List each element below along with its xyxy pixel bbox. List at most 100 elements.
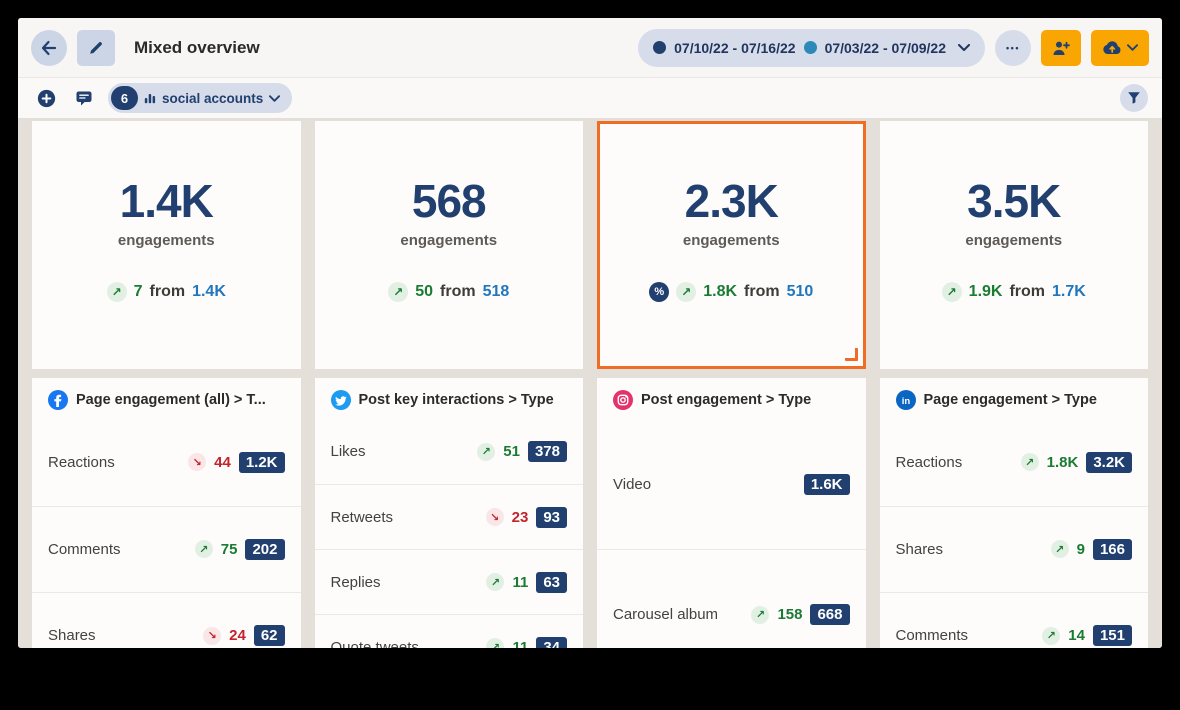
metric-value: 568 <box>411 175 487 227</box>
back-button[interactable] <box>31 29 67 66</box>
row-delta: 11 <box>512 638 529 649</box>
row-label: Retweets <box>330 508 394 526</box>
metric-row: Comments ↗ 75 202 <box>32 505 301 593</box>
comparison-range-dot-icon <box>803 41 817 54</box>
from-label: from <box>1009 283 1046 300</box>
pencil-icon <box>88 40 104 56</box>
value-badge: 63 <box>536 571 567 593</box>
chevron-down-icon <box>269 94 281 102</box>
row-label: Shares <box>48 627 96 645</box>
metric-row: Carousel album ↗ 158 668 <box>597 549 866 648</box>
metric-row: Shares ↗ 9 166 <box>879 505 1148 593</box>
metric-value: 2.3K <box>684 175 779 227</box>
row-delta: 14 <box>1068 627 1085 645</box>
delta-value: 7 <box>133 283 143 300</box>
metric-row: Video 1.6K <box>597 419 866 549</box>
trend-up-icon: ↗ <box>388 282 409 302</box>
resize-handle[interactable] <box>844 348 858 361</box>
share-report-button[interactable] <box>1041 29 1081 66</box>
value-badge: 93 <box>536 506 567 528</box>
row-values: ↗ 1.8K 3.2K <box>1020 451 1132 473</box>
metric-summary-card[interactable]: 3.5K engagements % ↗ 1.9K from 1.7K <box>879 121 1148 369</box>
breakdown-card[interactable]: Post engagement > Type Video 1.6K Carous… <box>597 378 866 648</box>
breakdown-rows: Likes ↗ 51 378 Retweets ↘ 23 93 Replies … <box>314 419 583 649</box>
metric-row: Comments ↗ 14 151 <box>879 592 1148 648</box>
breakdown-card[interactable]: Post key interactions > Type Likes ↗ 51 … <box>314 378 583 649</box>
delta-value: 1.9K <box>968 283 1003 300</box>
trend-up-icon: ↗ <box>486 573 505 591</box>
metric-summary-card[interactable]: 568 engagements % ↗ 50 from 518 <box>314 121 583 369</box>
previous-value-link[interactable]: 1.4K <box>192 283 226 300</box>
breakdown-card[interactable]: in Page engagement > Type Reactions ↗ 1.… <box>879 378 1149 648</box>
metric-label: engagements <box>965 232 1063 249</box>
row-label: Reactions <box>48 453 115 471</box>
breakdown-card-title: Page engagement > Type <box>923 392 1097 408</box>
trend-up-icon: ↗ <box>751 605 770 624</box>
primary-range-dot-icon <box>653 41 667 54</box>
trend-up-icon: ↗ <box>1050 540 1069 559</box>
breakdown-card[interactable]: Page engagement (all) > T... Reactions ↘… <box>32 378 301 648</box>
previous-value-link[interactable]: 510 <box>786 283 814 300</box>
comments-button[interactable] <box>70 84 98 112</box>
row-label: Shares <box>895 540 944 558</box>
metric-row: Reactions ↗ 1.8K 3.2K <box>880 419 1149 506</box>
delta-value: 50 <box>415 283 434 300</box>
row-label: Reactions <box>895 453 963 471</box>
breakdown-rows: Reactions ↘ 44 1.2K Comments ↗ 75 202 Sh… <box>32 419 301 648</box>
previous-value-link[interactable]: 1.7K <box>1052 283 1086 300</box>
previous-value-link[interactable]: 518 <box>482 283 510 300</box>
row-delta: 11 <box>512 573 529 591</box>
date-range-selector[interactable]: 07/10/22 - 07/16/22 07/03/22 - 07/09/22 <box>638 28 985 67</box>
breakdown-card-title: Page engagement (all) > T... <box>76 392 266 408</box>
metric-summary-card[interactable]: 2.3K engagements % ↗ 1.8K from 510 <box>597 121 866 369</box>
breakdown-card-title: Post engagement > Type <box>641 392 812 408</box>
chevron-down-icon <box>958 44 970 51</box>
value-badge: 1.2K <box>238 451 285 473</box>
metric-label: engagements <box>682 232 780 249</box>
value-badge: 668 <box>810 604 850 625</box>
filter-funnel-icon <box>1127 91 1141 105</box>
row-values: ↗ 51 378 <box>477 441 567 462</box>
trend-up-icon: ↗ <box>106 282 127 302</box>
row-label: Carousel album <box>613 606 719 623</box>
bar-chart-icon <box>144 92 156 104</box>
row-delta: 23 <box>511 508 529 526</box>
trend-up-icon: ↗ <box>1042 626 1061 645</box>
metric-row: Shares ↘ 24 62 <box>32 592 301 648</box>
svg-text:in: in <box>901 396 910 407</box>
row-values: ↘ 24 62 <box>203 625 285 647</box>
from-label: from <box>744 283 780 300</box>
trend-up-icon: ↗ <box>941 282 962 302</box>
row-delta: 24 <box>229 627 246 645</box>
percent-icon: % <box>649 282 670 302</box>
linkedin-icon: in <box>895 390 916 410</box>
metric-value: 3.5K <box>967 175 1061 227</box>
more-options-button[interactable]: ••• <box>995 29 1031 66</box>
delta-value: 1.8K <box>703 283 738 300</box>
value-badge: 1.6K <box>803 473 850 495</box>
metric-delta: % ↗ 50 from 518 <box>388 282 509 302</box>
row-delta: 9 <box>1076 540 1085 558</box>
metric-summary-card[interactable]: 1.4K engagements % ↗ 7 from 1.4K <box>32 121 301 369</box>
row-label: Likes <box>330 443 366 460</box>
value-badge: 3.2K <box>1086 451 1132 473</box>
row-label: Comments <box>48 540 121 558</box>
value-badge: 151 <box>1092 625 1132 647</box>
row-values: ↗ 9 166 <box>1050 538 1132 560</box>
row-label: Video <box>613 475 652 493</box>
breakdown-rows: Video 1.6K Carousel album ↗ 158 668 <box>597 419 866 648</box>
metric-row: Reactions ↘ 44 1.2K <box>32 419 301 506</box>
trend-down-icon: ↘ <box>485 508 504 526</box>
social-accounts-filter[interactable]: 6 social accounts <box>108 83 293 113</box>
export-button[interactable] <box>1091 29 1149 66</box>
metric-label: engagements <box>400 232 498 249</box>
add-widget-button[interactable] <box>32 84 60 112</box>
filter-button[interactable] <box>1120 84 1148 112</box>
row-values: ↗ 14 151 <box>1042 625 1132 647</box>
breakdown-card-header: Post engagement > Type <box>597 378 866 419</box>
plus-circle-icon <box>37 89 56 108</box>
comment-bubble-icon <box>75 90 93 107</box>
row-values: ↗ 11 63 <box>486 571 567 593</box>
value-badge: 62 <box>253 625 285 647</box>
edit-title-button[interactable] <box>77 29 115 66</box>
